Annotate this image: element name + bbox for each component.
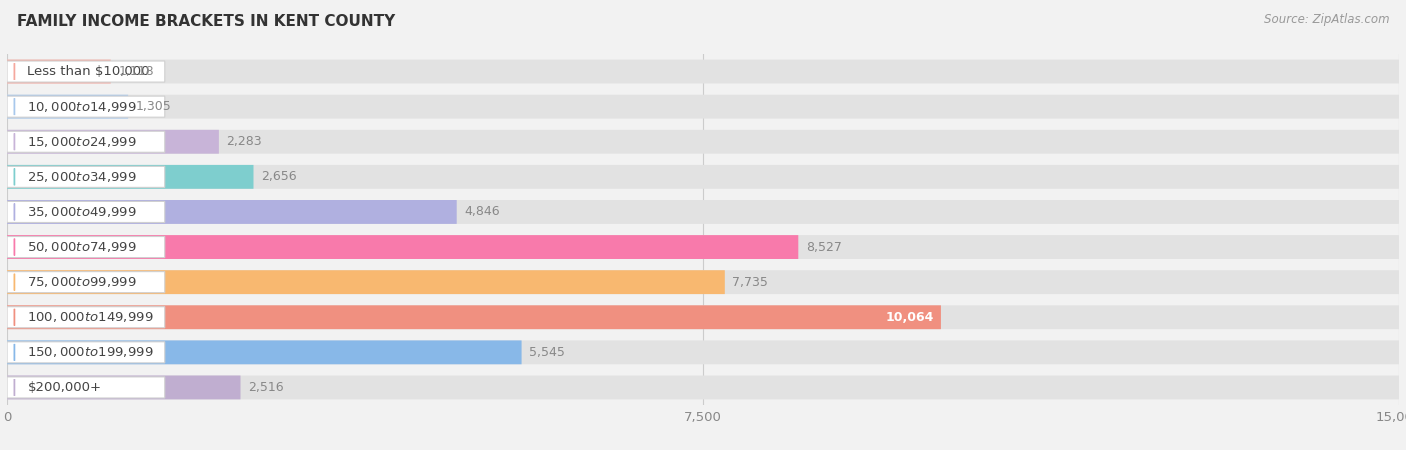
FancyBboxPatch shape (7, 200, 457, 224)
FancyBboxPatch shape (7, 94, 128, 119)
FancyBboxPatch shape (7, 237, 165, 257)
FancyBboxPatch shape (7, 307, 165, 328)
Text: $25,000 to $34,999: $25,000 to $34,999 (28, 170, 138, 184)
Text: Less than $10,000: Less than $10,000 (28, 65, 150, 78)
FancyBboxPatch shape (7, 342, 165, 363)
FancyBboxPatch shape (7, 235, 1399, 259)
FancyBboxPatch shape (7, 96, 165, 117)
Text: Source: ZipAtlas.com: Source: ZipAtlas.com (1264, 14, 1389, 27)
FancyBboxPatch shape (7, 94, 1399, 119)
Text: 2,516: 2,516 (247, 381, 284, 394)
Text: $100,000 to $149,999: $100,000 to $149,999 (28, 310, 155, 324)
FancyBboxPatch shape (7, 270, 725, 294)
FancyBboxPatch shape (7, 165, 253, 189)
FancyBboxPatch shape (7, 340, 1399, 364)
FancyBboxPatch shape (7, 59, 111, 84)
Text: $150,000 to $199,999: $150,000 to $199,999 (28, 345, 155, 360)
Text: $75,000 to $99,999: $75,000 to $99,999 (28, 275, 138, 289)
FancyBboxPatch shape (7, 130, 219, 154)
FancyBboxPatch shape (7, 59, 1399, 84)
FancyBboxPatch shape (7, 61, 165, 82)
Text: 1,305: 1,305 (135, 100, 172, 113)
FancyBboxPatch shape (7, 377, 165, 398)
FancyBboxPatch shape (7, 305, 1399, 329)
Text: $35,000 to $49,999: $35,000 to $49,999 (28, 205, 138, 219)
FancyBboxPatch shape (7, 340, 522, 364)
Text: $200,000+: $200,000+ (28, 381, 101, 394)
FancyBboxPatch shape (7, 305, 941, 329)
Text: 8,527: 8,527 (806, 241, 842, 253)
Text: 1,118: 1,118 (118, 65, 153, 78)
Text: 5,545: 5,545 (529, 346, 565, 359)
FancyBboxPatch shape (7, 272, 165, 292)
Text: $10,000 to $14,999: $10,000 to $14,999 (28, 99, 138, 114)
FancyBboxPatch shape (7, 200, 1399, 224)
FancyBboxPatch shape (7, 270, 1399, 294)
FancyBboxPatch shape (7, 131, 165, 152)
Text: 10,064: 10,064 (886, 311, 934, 324)
FancyBboxPatch shape (7, 202, 165, 222)
Text: FAMILY INCOME BRACKETS IN KENT COUNTY: FAMILY INCOME BRACKETS IN KENT COUNTY (17, 14, 395, 28)
FancyBboxPatch shape (7, 130, 1399, 154)
FancyBboxPatch shape (7, 375, 240, 400)
FancyBboxPatch shape (7, 166, 165, 187)
FancyBboxPatch shape (7, 235, 799, 259)
Text: 2,656: 2,656 (262, 171, 297, 183)
FancyBboxPatch shape (7, 165, 1399, 189)
FancyBboxPatch shape (7, 375, 1399, 400)
Text: 4,846: 4,846 (464, 206, 499, 218)
Text: 7,735: 7,735 (733, 276, 768, 288)
Text: $15,000 to $24,999: $15,000 to $24,999 (28, 135, 138, 149)
Text: $50,000 to $74,999: $50,000 to $74,999 (28, 240, 138, 254)
Text: 2,283: 2,283 (226, 135, 262, 148)
